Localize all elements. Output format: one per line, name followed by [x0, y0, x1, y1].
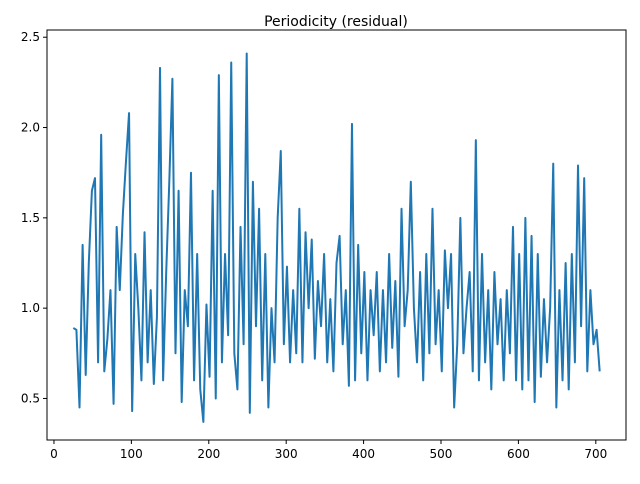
x-tick-label: 300	[275, 447, 298, 461]
x-tick-label: 700	[584, 447, 607, 461]
x-tick-label: 400	[352, 447, 375, 461]
y-tick-label: 0.5	[21, 391, 40, 405]
x-tick-label: 600	[507, 447, 530, 461]
y-tick-label: 2.5	[21, 30, 40, 44]
y-tick-label: 1.0	[21, 301, 40, 315]
x-tick-label: 200	[197, 447, 220, 461]
x-tick-label: 0	[50, 447, 58, 461]
axes-frame	[46, 29, 627, 441]
x-tick-label: 500	[430, 447, 453, 461]
y-tick-label: 1.5	[21, 211, 40, 225]
y-tick-label: 2.0	[21, 121, 40, 135]
x-tick-label: 100	[120, 447, 143, 461]
chart-title: Periodicity (residual)	[264, 14, 408, 30]
line	[72, 52, 601, 423]
